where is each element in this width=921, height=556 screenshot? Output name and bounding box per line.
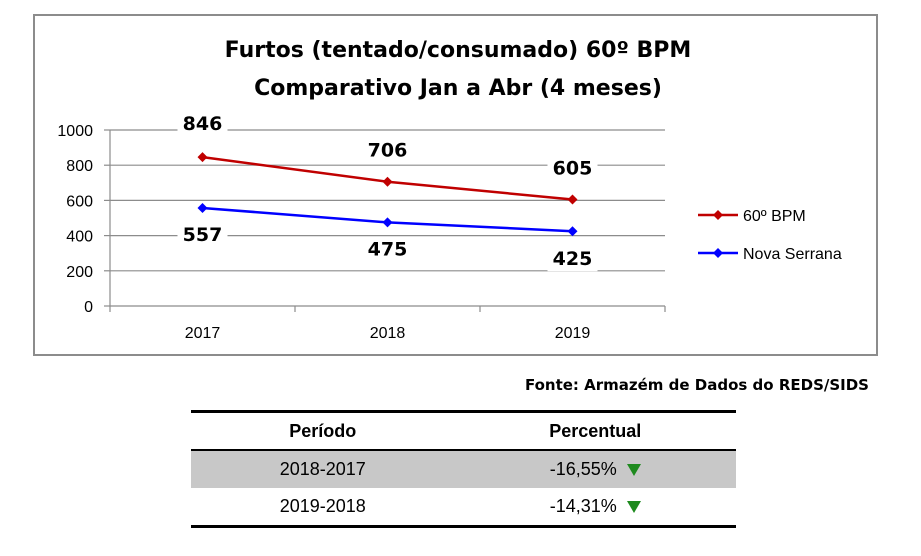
- data-label: 706: [368, 140, 408, 162]
- cell-percent-wrapper: -14,31%: [454, 488, 736, 528]
- chart-title: Furtos (tentado/consumado) 60º BPM: [225, 38, 692, 63]
- data-label: 605: [553, 158, 593, 180]
- down-arrow-icon: [626, 464, 641, 477]
- table-row: 2018-2017 -16,55%: [191, 450, 736, 488]
- legend-marker: [713, 248, 723, 258]
- cell-period: 2019-2018: [191, 488, 455, 528]
- y-tick-label: 800: [66, 158, 93, 175]
- series-marker: [382, 217, 393, 228]
- x-tick-label: 2017: [185, 325, 221, 342]
- data-label: 557: [183, 224, 223, 246]
- cell-percent: -16,55%: [549, 459, 617, 479]
- series-marker: [567, 194, 578, 205]
- series-marker: [382, 176, 393, 187]
- down-arrow-icon: [626, 501, 641, 514]
- series-marker: [197, 202, 208, 213]
- data-label-bg: [362, 237, 413, 262]
- cell-percent-wrapper: -16,55%: [454, 450, 736, 488]
- data-label: 846: [183, 113, 223, 135]
- series-layer: [197, 152, 578, 237]
- y-tick-label: 0: [84, 299, 93, 316]
- table-header-row: Período Percentual: [191, 410, 736, 451]
- series-marker: [197, 152, 208, 163]
- axes: 0 200 400 600 800 1000 2017 2018 2019: [57, 123, 666, 342]
- x-tick-label: 2019: [555, 325, 591, 342]
- y-tick-label: 600: [66, 193, 93, 210]
- chart-subtitle: Comparativo Jan a Abr (4 meses): [254, 76, 662, 101]
- cell-period: 2018-2017: [191, 450, 455, 488]
- data-label: 425: [553, 248, 593, 270]
- data-label-bg: [177, 222, 228, 247]
- y-tick-label: 1000: [57, 123, 93, 140]
- legend: 60º BPM Nova Serrana: [698, 208, 842, 263]
- data-label-bg: [362, 138, 413, 163]
- table-row: 2019-2018 -14,31%: [191, 488, 736, 528]
- data-label-bg: [547, 247, 598, 272]
- legend-label: Nova Serrana: [743, 246, 842, 263]
- line-chart: Furtos (tentado/consumado) 60º BPM Compa…: [57, 38, 842, 342]
- data-label-bg: [547, 156, 598, 181]
- legend-label: 60º BPM: [743, 208, 806, 225]
- series-marker: [567, 226, 578, 237]
- variation-table: Período Percentual 2018-2017 -16,55% 201…: [191, 410, 736, 528]
- header-period: Período: [191, 410, 455, 451]
- x-tick-label: 2018: [370, 325, 406, 342]
- y-tick-label: 200: [66, 264, 93, 281]
- cell-percent: -14,31%: [549, 496, 617, 516]
- data-labels: 846 706 605 557 475 425: [177, 112, 598, 272]
- y-tick-label: 400: [66, 229, 93, 246]
- chart-frame: Furtos (tentado/consumado) 60º BPM Compa…: [33, 14, 878, 356]
- data-label-bg: [177, 112, 228, 137]
- source-note: Fonte: Armazém de Dados do REDS/SIDS: [524, 376, 869, 394]
- legend-marker: [713, 210, 723, 220]
- header-percent: Percentual: [454, 410, 736, 451]
- data-label: 475: [368, 238, 408, 260]
